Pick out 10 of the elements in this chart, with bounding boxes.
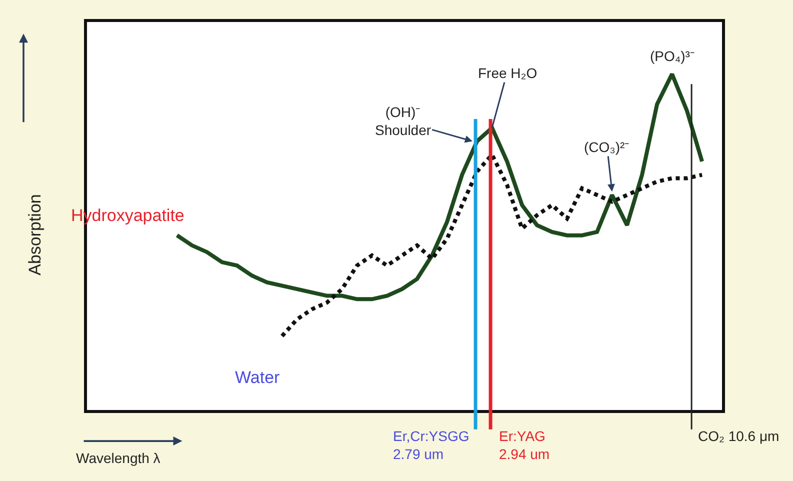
y-axis-title: Absorption bbox=[26, 194, 45, 276]
text: (PO₄)³⁻ bbox=[650, 48, 695, 64]
text: Er,Cr:YSGG 2.79 um bbox=[393, 428, 470, 462]
annotation: Free H₂O bbox=[478, 65, 538, 81]
series-label: Water bbox=[235, 368, 280, 387]
annotation: (CO₃)²⁻ bbox=[584, 139, 630, 155]
x-axis-title: Wavelength λ bbox=[76, 450, 160, 466]
annotation: (OH)⁻ Shoulder bbox=[375, 104, 432, 138]
text: Er:YAG 2.94 um bbox=[499, 428, 550, 462]
text: CO₂ 10.6 μm bbox=[698, 428, 780, 444]
